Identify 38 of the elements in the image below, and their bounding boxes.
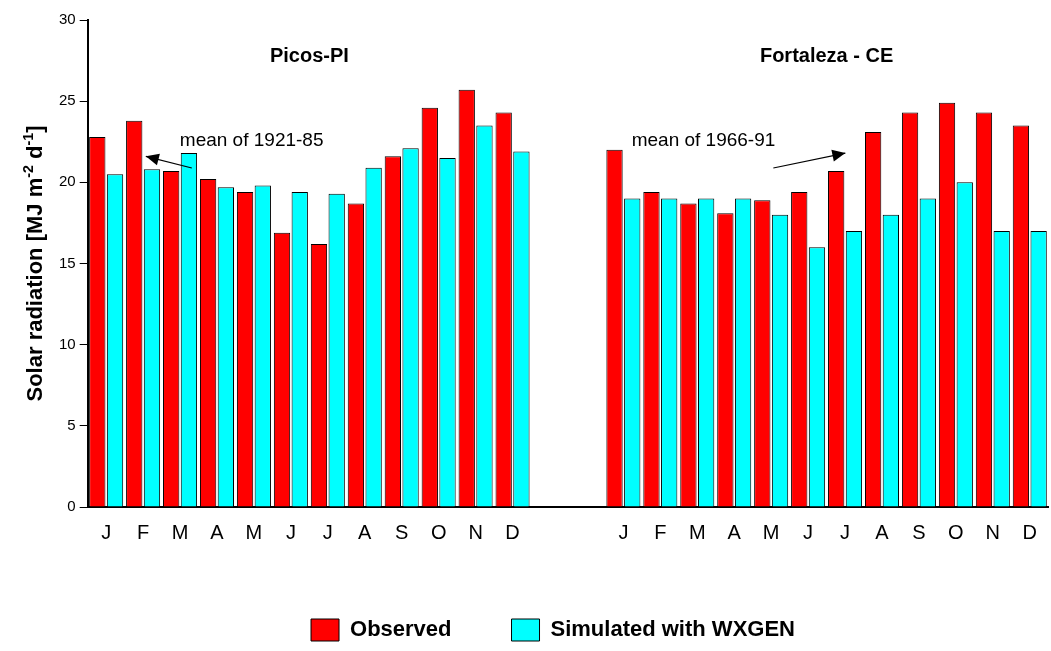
x-tick-label: S xyxy=(395,520,409,543)
x-tick-label: O xyxy=(430,520,447,543)
y-tick-label: 0 xyxy=(67,497,76,515)
x-tick-label: M xyxy=(245,520,263,543)
annotation: Fortaleza - CE xyxy=(759,44,894,66)
x-tick-label: A xyxy=(727,520,742,543)
x-tick-label: O xyxy=(948,520,964,543)
y-tick-label: 15 xyxy=(59,253,76,271)
x-tick-label: M xyxy=(762,520,780,543)
x-tick-label: M xyxy=(688,520,706,543)
x-tick-label: F xyxy=(654,520,667,543)
x-tick-label: J xyxy=(840,520,851,543)
x-tick-label: A xyxy=(875,520,890,543)
x-tick-label: J xyxy=(322,520,333,543)
x-tick-label: M xyxy=(171,520,189,543)
annotation: mean of 1966-91 xyxy=(631,129,776,150)
y-tick-label: 5 xyxy=(67,415,76,433)
x-tick-label: J xyxy=(618,520,629,543)
x-tick-label: S xyxy=(912,520,926,543)
y-tick-label: 10 xyxy=(59,334,76,352)
x-tick-label: D xyxy=(1022,520,1037,543)
y-tick-label: 20 xyxy=(59,172,76,190)
x-tick-label: N xyxy=(468,520,483,543)
x-tick-label: D xyxy=(505,520,520,543)
y-tick-label: 25 xyxy=(59,91,76,109)
x-tick-label: F xyxy=(136,520,150,543)
x-tick-label: A xyxy=(210,520,225,543)
x-tick-label: N xyxy=(985,520,1001,543)
legend-label: Observed xyxy=(350,616,452,642)
x-tick-label: J xyxy=(101,520,112,543)
y-tick-label: 30 xyxy=(59,10,76,28)
x-tick-label: J xyxy=(803,520,814,543)
annotation: Picos-PI xyxy=(269,44,349,66)
y-axis-title: Solar radiation [MJ m-2 d-1] xyxy=(20,125,47,402)
x-tick-label: A xyxy=(358,520,373,543)
annotation: mean of 1921-85 xyxy=(179,129,324,150)
legend-label: Simulated with WXGEN xyxy=(550,616,795,642)
x-tick-label: J xyxy=(285,520,296,543)
